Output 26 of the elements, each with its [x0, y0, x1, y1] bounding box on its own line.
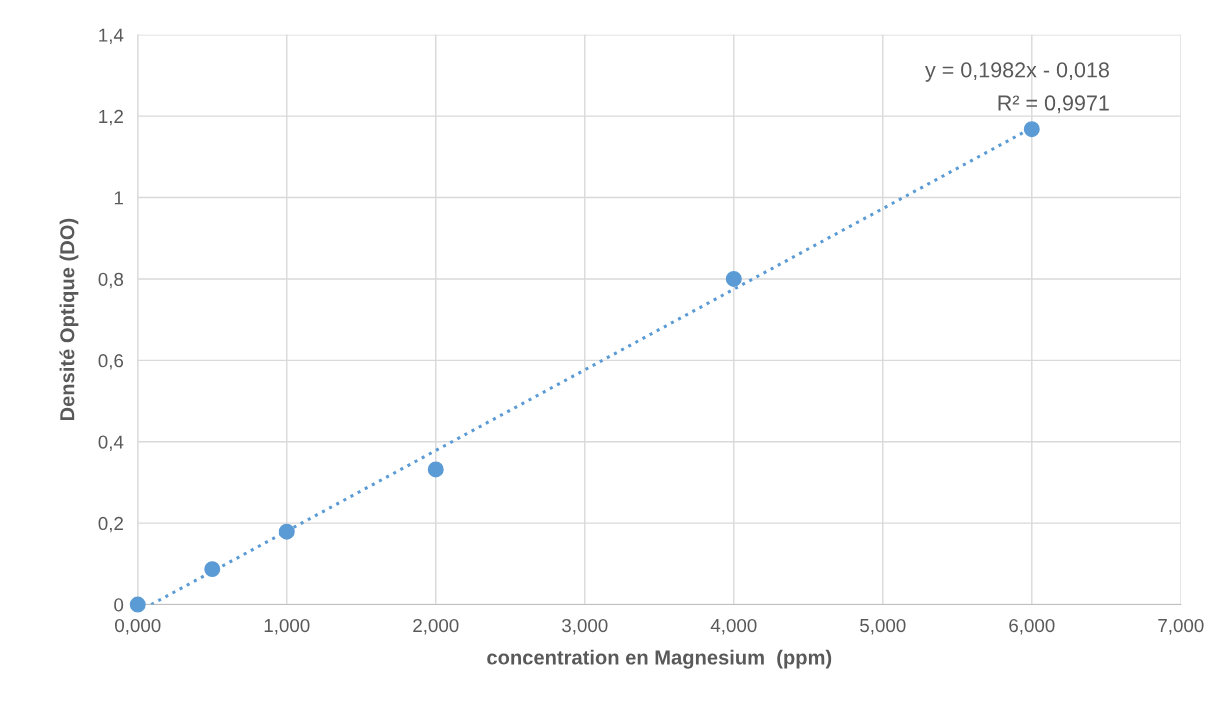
- point: [129, 596, 146, 613]
- y-tick-label: 0: [114, 598, 124, 612]
- y-tick-label: 0,2: [98, 516, 123, 533]
- y-tick-label: 0,8: [98, 272, 124, 289]
- annotation: y = 0,1982x - 0,018: [925, 62, 1109, 82]
- x-axis-title: concentration en Magnesium (ppm): [487, 649, 832, 669]
- point: [204, 561, 221, 578]
- x-tick-label: 3,000: [562, 618, 608, 635]
- y-tick-label: 0,6: [98, 354, 124, 370]
- y-axis-title: Densité Optique (DO): [59, 218, 79, 421]
- point: [725, 270, 742, 287]
- y-tick-label: 1,2: [99, 109, 123, 126]
- x-tick-label: 4,000: [710, 618, 757, 635]
- x-tick-label: 7,000: [1158, 618, 1204, 635]
- x-tick-label: 6,000: [1009, 618, 1055, 635]
- x-tick-label: 0,000: [115, 618, 161, 635]
- y-tick-label: 0,4: [98, 435, 124, 451]
- point: [427, 461, 444, 478]
- x-tick-label: 1,000: [264, 618, 310, 635]
- point: [278, 523, 295, 540]
- y-tick-label: 1: [114, 191, 123, 205]
- y-tick-label: 1,4: [99, 28, 124, 44]
- x-tick-label: 5,000: [860, 618, 906, 635]
- annotation: R² = 0,9971: [998, 95, 1109, 114]
- x-tick-label: 2,000: [413, 618, 459, 635]
- point: [1023, 121, 1040, 138]
